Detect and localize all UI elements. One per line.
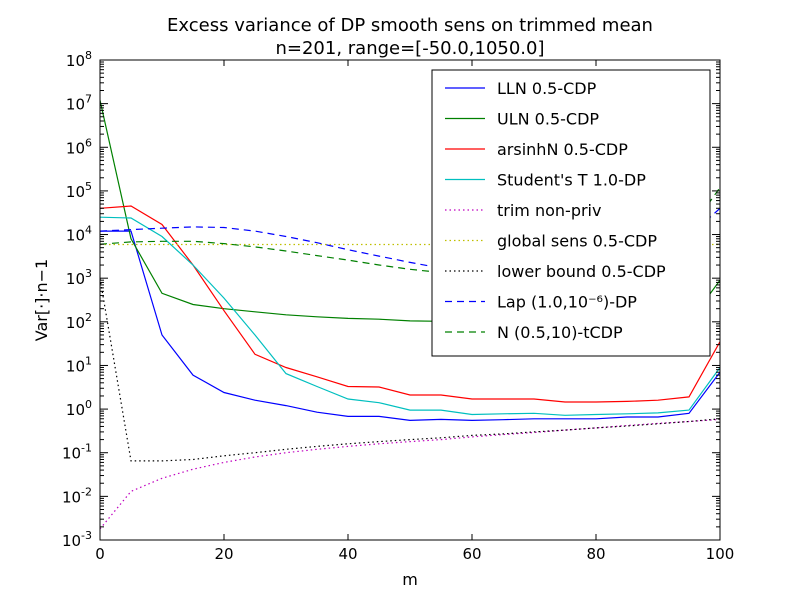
y-tick-label: 100	[66, 398, 92, 419]
y-tick-label: 108	[66, 49, 92, 70]
legend: LLN 0.5-CDP ULN 0.5-CDP arsinhN 0.5-CDP Stu…	[431, 69, 711, 357]
legend-label: lower bound 0.5-CDP	[497, 262, 666, 281]
y-tick-label: 10-3	[62, 529, 92, 550]
series-line	[100, 205, 720, 403]
y-tick-label: 102	[66, 311, 92, 332]
x-axis: 0 20 40 60 80 100	[95, 60, 734, 563]
legend-label: N (0.5,10)-tCDP	[497, 323, 623, 342]
legend-label: trim non-priv	[497, 201, 601, 220]
legend-label: arsinhN 0.5-CDP	[497, 140, 628, 159]
legend-label: Student's T 1.0-DP	[497, 171, 646, 190]
y-tick-label: 103	[66, 267, 92, 288]
y-tick-label: 10-1	[62, 442, 92, 463]
legend-label: LLN 0.5-CDP	[497, 79, 597, 98]
legend-box	[431, 69, 711, 357]
y-tick-label: 106	[66, 136, 92, 157]
x-tick-label: 0	[95, 545, 105, 563]
legend-label: ULN 0.5-CDP	[497, 110, 599, 129]
plot-frame	[99, 59, 721, 541]
y-tick-label: 107	[66, 93, 92, 114]
chart-title: Excess variance of DP smooth sens on tri…	[167, 15, 653, 36]
series-line	[100, 278, 720, 462]
chart-subtitle: n=201, range=[-50.0,1050.0]	[275, 38, 544, 59]
legend-label: Lap (1.0,10⁻⁶)-DP	[497, 293, 637, 312]
y-axis: 10-3 10-2 10-1 100 101 102 103 104 105 106 107 108	[62, 49, 720, 550]
x-tick-label: 20	[214, 545, 233, 563]
y-tick-label: 101	[66, 354, 92, 375]
x-tick-label: 40	[338, 545, 357, 563]
y-tick-label: 105	[66, 180, 92, 201]
y-tick-label: 104	[66, 224, 92, 245]
y-axis-label: Var[·]·n−1	[32, 259, 51, 341]
y-tick-label: 10-2	[62, 485, 92, 506]
x-tick-label: 60	[462, 545, 481, 563]
series-line	[100, 216, 720, 416]
x-tick-label: 100	[706, 545, 735, 563]
x-axis-label: m	[402, 570, 418, 589]
series-line	[100, 418, 720, 530]
legend-label: global sens 0.5-CDP	[497, 232, 657, 251]
series-line	[100, 230, 720, 422]
x-tick-label: 80	[586, 545, 605, 563]
